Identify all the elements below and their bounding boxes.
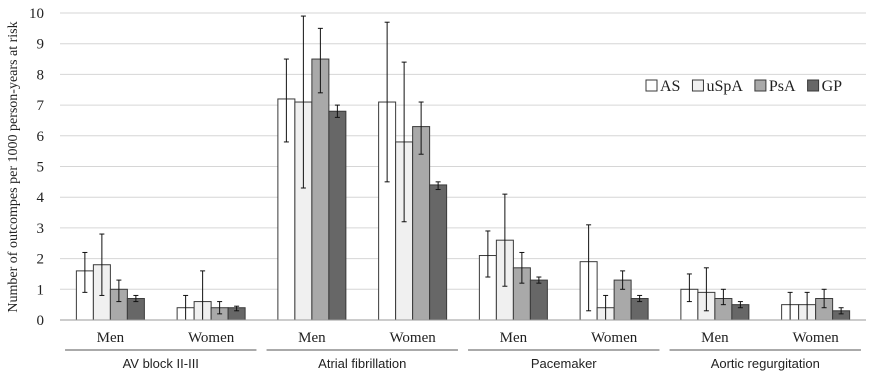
- y-tick-label: 0: [37, 313, 45, 329]
- y-axis-label: Number of outcompes per 1000 person-year…: [6, 21, 21, 312]
- x-subcategory-label: Women: [792, 330, 839, 346]
- x-subcategory-label: Women: [389, 330, 436, 346]
- bar-PsA-4: [412, 126, 431, 321]
- bar-GP-5: [529, 279, 548, 321]
- x-group-label: Aortic regurgitation: [711, 356, 820, 371]
- bar-GP-3: [328, 110, 347, 321]
- y-tick-label: 2: [37, 252, 45, 268]
- y-tick-label: 10: [29, 6, 44, 22]
- x-subcategory-label: Men: [298, 330, 326, 346]
- legend-swatch-AS: [645, 79, 658, 92]
- legend-label-AS: AS: [660, 78, 680, 95]
- x-subcategory-label: Men: [701, 330, 729, 346]
- y-tick-label: 4: [37, 190, 45, 206]
- legend-swatch-uSpA: [691, 79, 704, 92]
- x-group-label: AV block II-III: [123, 356, 199, 371]
- x-subcategory-label: Men: [97, 330, 125, 346]
- bar-PsA-3: [311, 58, 330, 321]
- x-axis: Men Women Men Women Men Women Men Women AV block…: [60, 319, 866, 371]
- x-subcategory-label: Women: [591, 330, 638, 346]
- legend-swatch-PsA: [754, 79, 767, 92]
- x-subcategory-label: Men: [500, 330, 528, 346]
- bars: [75, 58, 851, 321]
- x-subcategory-label: Women: [188, 330, 235, 346]
- y-axis-ticks: 0 1 2 3 4 5 6 7 8 9 10: [29, 6, 45, 329]
- legend-label-PsA: PsA: [769, 78, 796, 95]
- bar-GP-4: [429, 184, 448, 321]
- y-tick-label: 5: [37, 160, 45, 176]
- legend: AS uSpA PsA GP: [645, 78, 843, 95]
- y-tick-label: 3: [37, 221, 45, 237]
- error-bars: [82, 15, 844, 321]
- y-tick-label: 9: [37, 37, 45, 53]
- legend-label-GP: GP: [822, 78, 843, 95]
- y-tick-label: 1: [37, 282, 45, 298]
- y-tick-label: 6: [37, 129, 45, 145]
- legend-label-uSpA: uSpA: [706, 78, 743, 95]
- y-tick-label: 8: [37, 67, 45, 83]
- y-tick-label: 7: [37, 98, 45, 114]
- x-group-label: Atrial fibrillation: [318, 356, 406, 371]
- legend-swatch-GP: [807, 79, 820, 92]
- x-group-label: Pacemaker: [531, 356, 597, 371]
- gridlines: [60, 12, 866, 290]
